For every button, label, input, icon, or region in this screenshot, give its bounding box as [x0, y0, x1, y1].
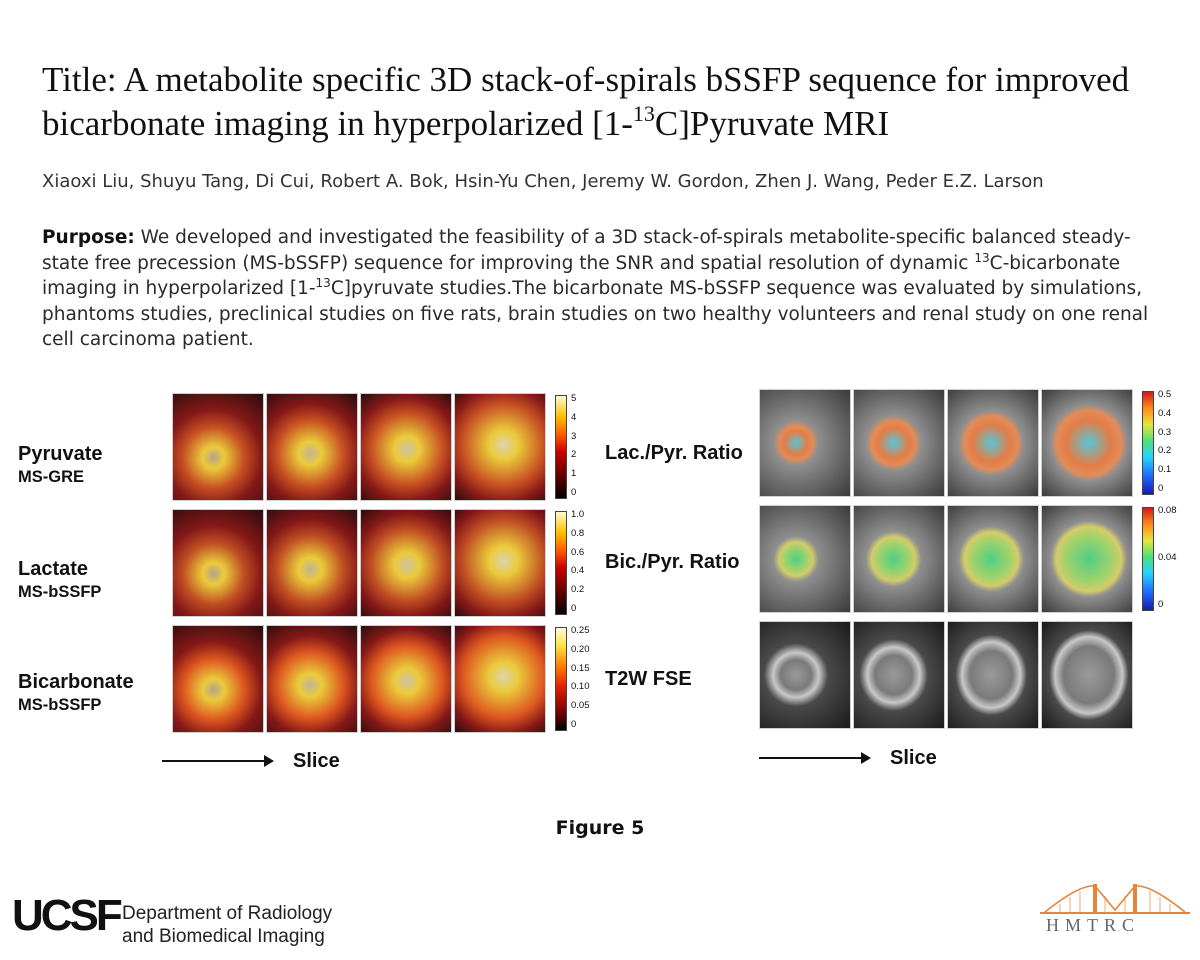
image-tile-right-3-3	[947, 621, 1039, 729]
slice-arrow-left	[162, 755, 274, 767]
figure-5: Pyruvate MS-GRE Lactate MS-bSSFP Bicarbo…	[0, 385, 1200, 785]
colorbar-tick-label: 0	[571, 719, 577, 730]
title-text-suffix: C]Pyruvate MRI	[654, 104, 890, 143]
abstract-text-2: C-bicarbonate imaging in hyperpolarized …	[42, 252, 1121, 300]
image-tile-right-2-3	[947, 505, 1039, 613]
row-label-line2: MS-bSSFP	[18, 583, 102, 601]
slice-label-left: Slice	[293, 750, 340, 772]
colorbar-tick-label: 0.20	[571, 643, 590, 655]
image-tile-right-3-4	[1041, 621, 1133, 729]
abstract-text-1: We developed and investigated the feasib…	[42, 227, 1131, 274]
image-tile-pyruvate-2	[266, 393, 358, 501]
image-tile-right-1-2	[853, 389, 945, 497]
image-tile-pyruvate-4	[454, 393, 546, 501]
image-tile-bicarbonate-4	[454, 625, 546, 733]
row-label-lactate: Lactate MS-bSSFP	[18, 557, 101, 603]
colorbar-tick-label: 0	[1158, 483, 1164, 494]
image-tile-bicarbonate-3	[360, 625, 452, 733]
department-line-2: and Biomedical Imaging	[122, 926, 325, 947]
colorbar-tick-label: 0.6	[571, 546, 585, 558]
colorbar-tick-label: 0.15	[571, 662, 590, 674]
abstract-text-3: C]pyruvate studies.The bicarbonate MS-bS…	[42, 278, 1149, 350]
row-label-bic-pyr-ratio: Bic./Pyr. Ratio	[605, 551, 740, 573]
image-tile-right-1-4	[1041, 389, 1133, 497]
colorbar-tick-label: 0.04	[1158, 552, 1177, 563]
colorbar-tick-label: 0.10	[571, 681, 590, 693]
row-label-line1: Pyruvate	[18, 443, 103, 465]
colorbar-tick-label: 0.4	[1158, 407, 1172, 419]
row-label-t2w-fse: T2W FSE	[605, 668, 692, 690]
colorbar-right-1	[1142, 391, 1154, 495]
colorbar-tick-label: 0.4	[571, 565, 585, 577]
colorbar-left-2	[555, 511, 567, 615]
row-label-line2: MS-GRE	[18, 468, 84, 486]
colorbar-tick-label: 5	[571, 393, 577, 404]
image-tile-right-2-1	[759, 505, 851, 613]
slice-label-right: Slice	[890, 747, 937, 769]
colorbar-tick-label: 2	[571, 449, 577, 461]
colorbar-tick-label: 1.0	[571, 509, 585, 520]
golden-gate-bridge-logo	[1040, 884, 1190, 914]
colorbar-tick-label: 0	[1158, 599, 1164, 610]
colorbar-tick-label: 0.08	[1158, 505, 1177, 516]
abstract-sup-1: 13	[974, 250, 990, 265]
ucsf-logo: UCSF	[12, 891, 123, 940]
paper-title: Title: A metabolite specific 3D stack-of…	[42, 58, 1162, 146]
colorbar-tick-label: 0.3	[1158, 426, 1172, 438]
colorbar-tick-label: 0.05	[571, 700, 590, 712]
image-tile-right-3-2	[853, 621, 945, 729]
row-label-line1: Lactate	[18, 558, 89, 580]
title-superscript: 13	[632, 101, 655, 126]
row-label-bicarbonate: Bicarbonate MS-bSSFP	[18, 670, 134, 716]
hmtrc-logo-text: HMTRC	[1046, 915, 1141, 935]
abstract-sup-2: 13	[315, 276, 331, 290]
title-text: Title: A metabolite specific 3D stack-of…	[42, 60, 1130, 143]
colorbar-left-3	[555, 627, 567, 731]
colorbar-tick-label: 0.1	[1158, 464, 1172, 476]
image-tile-bicarbonate-2	[266, 625, 358, 733]
colorbar-tick-label: 1	[571, 468, 577, 480]
slice-arrow-right	[759, 752, 871, 764]
colorbar-tick-label: 3	[571, 430, 577, 442]
row-label-lac-pyr-ratio: Lac./Pyr. Ratio	[605, 442, 743, 464]
image-tile-right-2-2	[853, 505, 945, 613]
image-tile-bicarbonate-1	[172, 625, 264, 733]
colorbar-tick-label: 0.5	[1158, 389, 1172, 400]
image-tile-right-3-1	[759, 621, 851, 729]
image-tile-lactate-1	[172, 509, 264, 617]
colorbar-right-2	[1142, 507, 1154, 611]
image-tile-right-1-1	[759, 389, 851, 497]
abstract-label: Purpose:	[42, 227, 135, 248]
abstract: Purpose: We developed and investigated t…	[42, 225, 1167, 353]
department-name: Department of Radiology and Biomedical I…	[122, 902, 382, 948]
author-list: Xiaoxi Liu, Shuyu Tang, Di Cui, Robert A…	[42, 171, 1044, 192]
image-tile-pyruvate-1	[172, 393, 264, 501]
row-label-line1: Bicarbonate	[18, 671, 134, 693]
colorbar-tick-label: 0.8	[571, 527, 585, 539]
image-tile-right-2-4	[1041, 505, 1133, 613]
figure-caption: Figure 5	[555, 817, 645, 839]
colorbar-tick-label: 0.25	[571, 625, 590, 636]
colorbar-tick-label: 0	[571, 603, 577, 614]
colorbar-tick-label: 0.2	[571, 584, 585, 596]
image-tile-pyruvate-3	[360, 393, 452, 501]
colorbar-tick-label: 0.2	[1158, 445, 1172, 457]
colorbar-tick-label: 0	[571, 487, 577, 498]
department-line-1: Department of Radiology	[122, 903, 333, 924]
colorbar-left-1	[555, 395, 567, 499]
image-tile-lactate-4	[454, 509, 546, 617]
image-tile-right-1-3	[947, 389, 1039, 497]
row-label-line2: MS-bSSFP	[18, 696, 102, 714]
image-tile-lactate-3	[360, 509, 452, 617]
row-label-pyruvate: Pyruvate MS-GRE	[18, 442, 103, 488]
image-tile-lactate-2	[266, 509, 358, 617]
colorbar-tick-label: 4	[571, 411, 577, 423]
